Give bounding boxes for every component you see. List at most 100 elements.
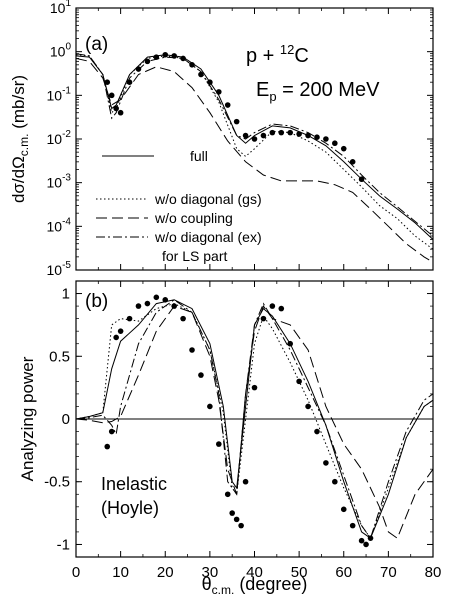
y-tick-label: 10-5: [47, 260, 72, 278]
data-point: [113, 334, 119, 341]
series-line-w-o-coupling: [75, 305, 434, 539]
data-point: [144, 300, 151, 307]
y-tick-label: 100: [50, 42, 72, 60]
x-tick-label: 20: [157, 564, 174, 581]
data-point: [233, 516, 240, 523]
data-point: [358, 537, 365, 544]
y-tick-label: -0.5: [44, 474, 70, 491]
data-point: [113, 105, 119, 112]
data-point: [207, 403, 213, 410]
data-point: [349, 522, 356, 529]
data-point: [260, 315, 267, 322]
panel-label: (b): [85, 291, 108, 312]
data-point: [260, 132, 267, 139]
series-line-w-o-coupling: [75, 57, 434, 263]
data-point: [189, 347, 195, 353]
data-point: [314, 134, 320, 140]
data-point: [269, 303, 276, 309]
legend-label: w/o coupling: [154, 210, 233, 226]
x-tick-label: 80: [425, 564, 442, 581]
data-point: [153, 54, 160, 60]
data-point: [305, 132, 311, 139]
y-tick-label: 10-3: [47, 173, 72, 191]
data-point: [242, 478, 249, 485]
data-point: [198, 71, 204, 78]
legend-label: w/o diagonal (gs): [154, 191, 262, 207]
reaction-label: p + 12C: [246, 42, 309, 67]
data-point: [358, 176, 365, 183]
legend-label: for LS part: [162, 248, 227, 264]
x-tick-label: 70: [380, 564, 397, 581]
data-point: [117, 109, 124, 116]
series-line-w-o-diagonal-gs-: [75, 303, 434, 540]
data-point: [323, 460, 329, 466]
panel-label: (a): [85, 34, 108, 55]
legend-label: w/o diagonal (ex): [154, 229, 262, 245]
x-tick-label: 60: [335, 564, 352, 581]
data-point: [296, 131, 302, 137]
data-point: [233, 118, 240, 125]
data-point: [305, 403, 311, 410]
y-tick-label: 1: [62, 286, 70, 303]
data-point: [108, 92, 115, 99]
data-point: [126, 315, 133, 322]
data-point: [104, 443, 111, 450]
data-point: [135, 303, 142, 309]
data-point: [367, 535, 374, 541]
series-line-w-o-diagonal-ex-: [75, 299, 434, 540]
data-point: [340, 145, 347, 152]
data-point: [340, 506, 347, 513]
data-point: [135, 66, 142, 72]
data-point: [162, 297, 169, 303]
data-point: [216, 441, 222, 447]
series-line-w-o-diagonal-ex-: [75, 53, 434, 237]
panel-a-cross-section: 10-5 10-4 10-3 10-2 10-1 100 101 dσ/dΩc.m. (mb/…: [9, 0, 434, 278]
series-line-full: [75, 299, 434, 539]
y-axis-label: dσ/dΩc.m. (mb/sr): [9, 75, 31, 203]
data-point: [224, 102, 231, 108]
y-tick-label: 10-2: [47, 129, 72, 147]
data-point: [104, 79, 111, 85]
data-point: [189, 62, 195, 68]
data-point: [207, 79, 213, 85]
data-point: [314, 428, 320, 435]
y-tick-label: -1: [57, 536, 70, 553]
legend-label: full: [190, 148, 208, 164]
data-point: [162, 51, 169, 58]
data-point: [332, 140, 338, 147]
data-point: [229, 510, 235, 516]
y-tick-label: 10-4: [47, 216, 72, 234]
y-axis-label: Analyzing power: [18, 356, 37, 481]
data-point: [287, 129, 294, 136]
x-tick-label: 50: [291, 564, 308, 581]
data-point: [180, 55, 186, 62]
data-point: [323, 136, 329, 142]
series-line-full: [75, 54, 434, 240]
data-point: [108, 428, 115, 435]
data-point: [117, 328, 124, 334]
annotation-hoyle: (Hoyle): [101, 498, 159, 518]
data-point: [126, 79, 133, 85]
data-point: [238, 522, 244, 529]
data-point: [332, 478, 338, 485]
x-axis-label: θc.m. (degree): [202, 574, 308, 597]
x-tick-label: 40: [246, 564, 263, 581]
data-point: [144, 58, 151, 65]
y-tick-label: 0.5: [49, 348, 70, 365]
data-point: [278, 305, 285, 312]
data-point: [251, 136, 258, 142]
x-tick-label: 10: [112, 564, 129, 581]
data-point: [153, 294, 160, 301]
x-tick-label: 0: [72, 564, 80, 581]
data-point: [242, 132, 249, 139]
data-point: [287, 340, 294, 347]
y-tick-label: 0: [62, 411, 70, 428]
data-point: [171, 53, 177, 59]
x-tick-label: 30: [202, 564, 219, 581]
annotation-inelastic: Inelastic: [101, 474, 167, 494]
data-point: [349, 159, 356, 165]
data-point: [216, 89, 222, 95]
data-point: [296, 378, 302, 385]
data-point: [251, 384, 258, 391]
